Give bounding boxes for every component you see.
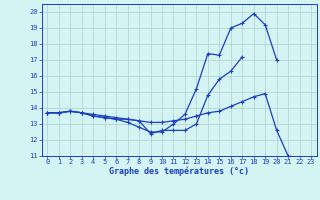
X-axis label: Graphe des températures (°c): Graphe des températures (°c)	[109, 167, 249, 176]
